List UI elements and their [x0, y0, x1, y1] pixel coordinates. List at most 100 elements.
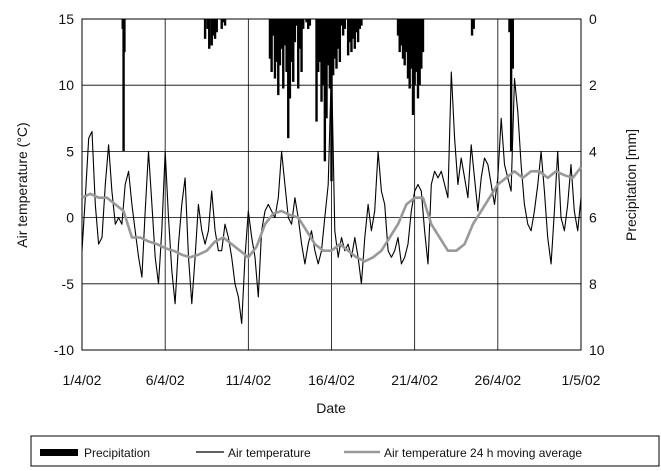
moving-average-line	[81, 166, 583, 263]
x-tick-label: 11/4/02	[225, 372, 271, 388]
precipitation-bar	[298, 19, 302, 49]
precipitation-bar	[348, 19, 351, 43]
precipitation-bar	[511, 19, 515, 69]
precipitation-bar	[398, 19, 401, 53]
precipitation-bar	[413, 19, 416, 86]
precipitation-bar	[331, 19, 335, 76]
precipitation-bar	[278, 19, 282, 66]
precipitation-bar	[321, 19, 325, 86]
precipitation-bar	[333, 19, 337, 59]
precipitation-bar	[350, 19, 353, 53]
precipitation-bar	[355, 19, 358, 33]
x-axis-title: Date	[316, 400, 346, 416]
precipitation-bar	[406, 19, 410, 79]
legend-label-precipitation: Precipitation	[84, 446, 150, 460]
precipitation-bar	[305, 19, 308, 23]
precipitation-bar	[356, 19, 360, 43]
precipitation-bar	[287, 19, 290, 139]
precipitation-bar	[212, 19, 215, 36]
precipitation-bar	[280, 19, 283, 49]
precipitation-bar	[300, 19, 303, 72]
precipitation-bar	[282, 19, 285, 89]
precipitation-bar	[338, 19, 342, 63]
precipitation-bar	[351, 19, 355, 39]
x-tick-label: 16/4/02	[308, 372, 355, 388]
precipitation-bar	[302, 19, 305, 29]
precipitation-bar	[509, 19, 513, 152]
precipitation-bar	[315, 19, 318, 122]
precipitation-bar	[420, 19, 423, 69]
precipitation-bar	[210, 19, 213, 46]
precipitation-bar	[343, 19, 347, 29]
precipitation-bar	[122, 19, 125, 152]
precipitation-bar	[336, 19, 340, 49]
y2-tick-label: 8	[589, 276, 597, 292]
precipitation-bar	[203, 19, 207, 39]
y-tick-label: 5	[66, 143, 74, 159]
precipitation-bar	[410, 19, 413, 69]
axes: 15 10 5 0 -5 -10 0 2 4 6 8 10 1/4/02 6/4/02 11/4/02 16/…	[54, 11, 605, 388]
precipitation-bar	[411, 19, 415, 115]
precipitation-bar	[270, 19, 273, 72]
precipitation-bar	[316, 19, 320, 72]
precipitation-bar	[290, 19, 293, 63]
precipitation-bar	[208, 19, 211, 49]
precipitation-bar	[330, 19, 333, 182]
precipitation-bar	[403, 19, 406, 66]
precipitation-bar	[340, 19, 343, 26]
precipitation-bar	[320, 19, 323, 102]
precipitation-bar	[360, 19, 363, 26]
x-tick-label: 21/4/02	[391, 372, 438, 388]
precipitation-bar	[213, 19, 217, 39]
precipitation-bar	[341, 19, 345, 36]
precipitation-bar	[283, 19, 287, 46]
precipitation-bar	[472, 19, 475, 29]
precipitation-bar	[295, 19, 298, 26]
precipitation-bar	[396, 19, 400, 36]
precipitation-bar	[328, 19, 332, 89]
precipitation-bar	[307, 19, 310, 29]
y2-tick-label: 10	[589, 342, 605, 358]
precipitation-bar	[222, 19, 225, 23]
precipitation-bar	[323, 19, 327, 162]
y-tick-label: 15	[58, 11, 74, 27]
precipitation-bar	[272, 19, 275, 36]
precipitation-bar	[215, 19, 218, 33]
precipitation-bar	[268, 19, 272, 59]
x-tick-label: 1/4/02	[63, 372, 102, 388]
precipitation-bar	[326, 19, 330, 66]
precipitation-bar	[297, 19, 300, 89]
x-tick-label: 6/4/02	[146, 372, 185, 388]
precipitation-bar	[288, 19, 292, 99]
precipitation-bar	[277, 19, 280, 96]
legend-swatch-precipitation	[40, 449, 78, 456]
precipitation-bar	[308, 19, 312, 26]
precipitation-bar	[275, 19, 278, 63]
precipitation-bar	[358, 19, 361, 29]
precipitation-bar	[285, 19, 288, 72]
y-tick-label: -5	[62, 276, 75, 292]
y2-tick-label: 4	[589, 143, 597, 159]
precipitation-bar	[400, 19, 403, 46]
precipitation-bar	[335, 19, 338, 69]
x-tick-label: 26/4/02	[474, 372, 521, 388]
precipitation-bar	[408, 19, 411, 89]
legend: Precipitation Air temperature Air temper…	[30, 435, 660, 467]
precipitation-bar	[220, 19, 223, 29]
legend-label-moving-average: Air temperature 24 h moving average	[384, 446, 582, 460]
precipitation-bar	[353, 19, 356, 49]
precipitation-bar	[318, 19, 322, 63]
precipitation-bar	[418, 19, 421, 86]
precipitation-bar	[401, 19, 405, 59]
y-tick-label: 0	[66, 210, 74, 226]
precipitation-bar	[292, 19, 295, 82]
precipitation-bar	[206, 19, 209, 29]
precipitation-bar	[273, 19, 277, 79]
precipitation-bar	[346, 19, 350, 56]
precipitation-bar	[421, 19, 425, 53]
precipitation-bar	[325, 19, 328, 119]
precipitation-bar	[293, 19, 297, 43]
precipitation-bar	[470, 19, 474, 36]
precipitation-bar	[123, 19, 126, 53]
